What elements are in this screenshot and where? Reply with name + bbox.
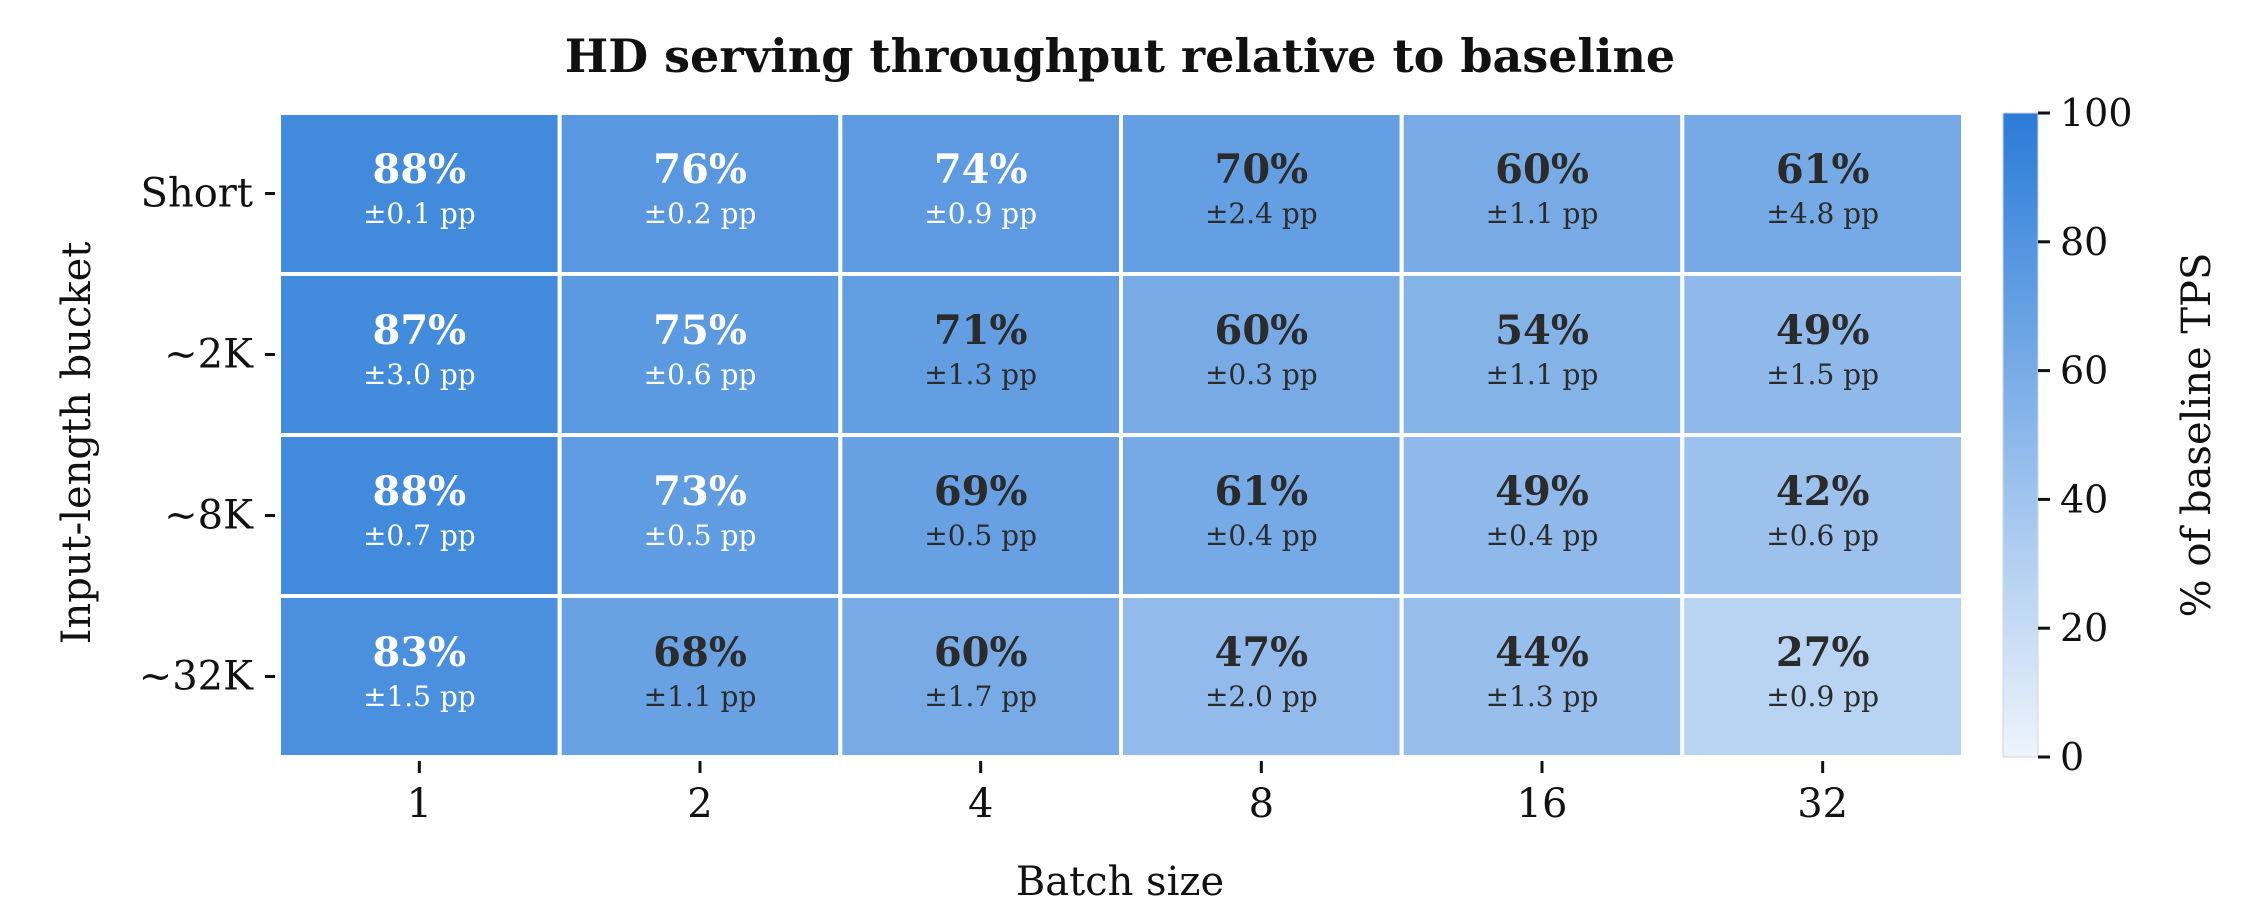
cell-uncertainty-label: ±0.3 pp xyxy=(1205,358,1318,391)
cell-value-label: 61% xyxy=(1214,468,1308,515)
cell-value-label: 88% xyxy=(372,146,466,193)
cell-value-label: 73% xyxy=(653,468,747,515)
cell-value-label: 60% xyxy=(1495,146,1589,193)
y-tick-label: ~32K xyxy=(139,654,254,700)
colorbar: 0 20 40 60 80 100 % of baseline TPS xyxy=(2002,91,2220,779)
y-axis: Short ~2K ~8K ~32K xyxy=(139,171,275,700)
cell-value-label: 49% xyxy=(1495,468,1589,515)
heatmap-cell xyxy=(1680,433,1966,598)
cell-uncertainty-label: ±0.7 pp xyxy=(363,519,476,552)
cell-value-label: 42% xyxy=(1776,468,1870,515)
heatmap-cell xyxy=(1680,272,1966,437)
heatmap-cell xyxy=(277,111,562,276)
cell-uncertainty-label: ±4.8 pp xyxy=(1766,197,1879,230)
cell-uncertainty-label: ±0.6 pp xyxy=(1766,519,1879,552)
heatmap-cell xyxy=(1399,594,1685,759)
y-tick-label: ~8K xyxy=(164,493,254,539)
cell-value-label: 74% xyxy=(934,146,1028,193)
heatmap-cell xyxy=(838,594,1123,759)
cell-uncertainty-label: ±1.5 pp xyxy=(363,680,476,713)
cell-uncertainty-label: ±2.0 pp xyxy=(1205,680,1318,713)
cell-value-label: 69% xyxy=(934,468,1028,515)
colorbar-tick-label: 100 xyxy=(2060,91,2133,135)
cell-uncertainty-label: ±0.5 pp xyxy=(644,519,757,552)
heatmap-cell xyxy=(1399,272,1685,437)
x-tick-label: 4 xyxy=(968,781,993,827)
heatmap-cell xyxy=(277,594,562,759)
cell-value-label: 44% xyxy=(1495,629,1589,676)
cell-uncertainty-label: ±0.4 pp xyxy=(1486,519,1599,552)
cell-value-label: 88% xyxy=(372,468,466,515)
cell-value-label: 83% xyxy=(372,629,466,676)
cell-uncertainty-label: ±0.2 pp xyxy=(644,197,757,230)
x-tick-label: 1 xyxy=(407,781,432,827)
colorbar-tick-label: 60 xyxy=(2060,349,2108,393)
heatmap-cell xyxy=(1119,272,1404,437)
x-axis: 1 2 4 8 16 32 xyxy=(407,761,1848,827)
cell-uncertainty-label: ±2.4 pp xyxy=(1205,197,1318,230)
colorbar-tick-label: 80 xyxy=(2060,220,2108,264)
cell-uncertainty-label: ±1.5 pp xyxy=(1766,358,1879,391)
cell-uncertainty-label: ±0.5 pp xyxy=(924,519,1037,552)
cell-uncertainty-label: ±0.9 pp xyxy=(1766,680,1879,713)
cell-uncertainty-label: ±1.1 pp xyxy=(1486,197,1599,230)
cell-value-label: 54% xyxy=(1495,307,1589,354)
heatmap-cell xyxy=(277,433,562,598)
cell-value-label: 27% xyxy=(1776,629,1870,676)
heatmap-cell xyxy=(557,111,843,276)
cell-value-label: 68% xyxy=(653,629,747,676)
cell-uncertainty-label: ±1.7 pp xyxy=(924,680,1037,713)
colorbar-tick-label: 40 xyxy=(2060,477,2108,521)
cell-uncertainty-label: ±3.0 pp xyxy=(363,358,476,391)
heatmap-cell xyxy=(277,272,562,437)
y-axis-label: Input-length bucket xyxy=(54,242,100,645)
x-tick-label: 2 xyxy=(687,781,712,827)
y-tick-label: Short xyxy=(141,171,253,217)
heatmap-cell xyxy=(1119,111,1404,276)
x-tick-label: 8 xyxy=(1249,781,1274,827)
colorbar-tick-label: 20 xyxy=(2060,606,2108,650)
cell-value-label: 60% xyxy=(934,629,1028,676)
cell-value-label: 49% xyxy=(1776,307,1870,354)
cell-uncertainty-label: ±1.3 pp xyxy=(1486,680,1599,713)
cell-uncertainty-label: ±0.4 pp xyxy=(1205,519,1318,552)
cell-value-label: 70% xyxy=(1214,146,1308,193)
cell-value-label: 47% xyxy=(1214,629,1308,676)
colorbar-label: % of baseline TPS xyxy=(2174,253,2220,618)
cell-value-label: 71% xyxy=(934,307,1028,354)
cell-uncertainty-label: ±0.1 pp xyxy=(363,197,476,230)
heatmap-cell xyxy=(1119,594,1404,759)
chart-title: HD serving throughput relative to baseli… xyxy=(565,29,1675,83)
heatmap-cell xyxy=(838,272,1123,437)
x-tick-label: 32 xyxy=(1797,781,1848,827)
y-tick-label: ~2K xyxy=(164,332,254,378)
cell-value-label: 76% xyxy=(653,146,747,193)
heatmap-cell xyxy=(838,433,1123,598)
cell-uncertainty-label: ±1.1 pp xyxy=(1486,358,1599,391)
cell-uncertainty-label: ±1.1 pp xyxy=(644,680,757,713)
cell-uncertainty-label: ±1.3 pp xyxy=(924,358,1037,391)
heatmap-cell xyxy=(557,433,843,598)
colorbar-ticks: 0 20 40 60 80 100 xyxy=(2038,91,2133,779)
heatmap-cell xyxy=(1680,594,1966,759)
heatmap-cell xyxy=(1680,111,1966,276)
x-tick-label: 16 xyxy=(1517,781,1568,827)
x-axis-label: Batch size xyxy=(1016,859,1224,905)
heatmap-cell xyxy=(838,111,1123,276)
cell-value-label: 87% xyxy=(372,307,466,354)
heatmap-cell xyxy=(1119,433,1404,598)
heatmap-cell xyxy=(1399,433,1685,598)
cell-uncertainty-label: ±0.6 pp xyxy=(644,358,757,391)
colorbar-gradient xyxy=(2002,112,2039,758)
heatmap-cells: 88% ±0.1 pp 76% ±0.2 pp 74% ±0.9 pp 70% ±2.4 pp… xyxy=(277,111,1966,759)
colorbar-tick-label: 0 xyxy=(2060,735,2084,779)
cell-uncertainty-label: ±0.9 pp xyxy=(924,197,1037,230)
cell-value-label: 75% xyxy=(653,307,747,354)
heatmap-cell xyxy=(557,272,843,437)
cell-value-label: 60% xyxy=(1214,307,1308,354)
cell-value-label: 61% xyxy=(1776,146,1870,193)
heatmap-cell xyxy=(1399,111,1685,276)
heatmap-cell xyxy=(557,594,843,759)
